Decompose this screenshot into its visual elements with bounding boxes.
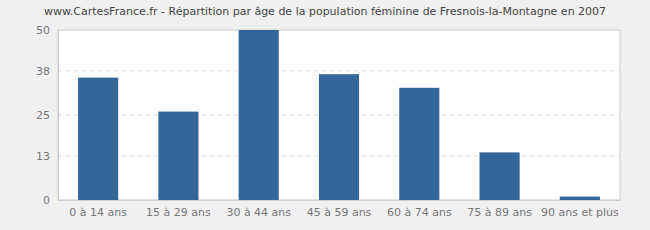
title: www.CartesFrance.fr - Répartition par âg… (44, 5, 606, 18)
x-tick: 90 ans et plus (541, 200, 619, 219)
grid-line (58, 70, 620, 71)
bars (78, 30, 600, 200)
y-tick: 38 (36, 65, 58, 78)
bar (78, 78, 118, 200)
x-tick-label: 60 à 74 ans (387, 206, 452, 219)
y-tick-label: 25 (36, 109, 50, 122)
bar (158, 112, 198, 200)
bar (239, 30, 279, 200)
x-tick-label: 45 à 59 ans (307, 206, 372, 219)
x-axis: 0 à 14 ans 15 à 29 ans 30 à 44 ans 45 à 59 … (59, 200, 621, 219)
y-tick-label: 13 (36, 150, 50, 163)
y-tick-label: 0 (43, 194, 50, 207)
x-tick: 45 à 59 ans (307, 200, 372, 219)
y-tick-label: 38 (36, 65, 50, 78)
x-tick-label: 30 à 44 ans (226, 206, 291, 219)
x-tick: 60 à 74 ans (387, 200, 452, 219)
x-tick: 15 à 29 ans (146, 200, 211, 219)
y-tick: 13 (36, 150, 58, 163)
x-tick: 30 à 44 ans (226, 200, 291, 219)
y-tick: 25 (36, 109, 58, 122)
x-tick-label: 0 à 14 ans (69, 206, 127, 219)
bar (319, 74, 359, 200)
y-tick: 50 (36, 24, 58, 37)
x-tick-label: 90 ans et plus (541, 206, 619, 219)
y-tick-label: 50 (36, 24, 50, 37)
x-axis-line (59, 200, 621, 201)
bar (399, 88, 439, 200)
plot: 0 13 25 38 50 0 à 14 ans 15 à 29 ans 30 à 44 an… (36, 24, 621, 219)
y-axis-line (58, 31, 59, 201)
x-tick: 0 à 14 ans (69, 200, 127, 219)
y-axis: 0 13 25 38 50 (36, 24, 59, 207)
grid-line (58, 30, 620, 31)
background (0, 0, 650, 230)
bar (560, 197, 600, 200)
x-tick-label: 15 à 29 ans (146, 206, 211, 219)
plot-area (58, 30, 620, 200)
bar (480, 152, 520, 200)
chart: www.CartesFrance.fr - Répartition par âg… (0, 0, 650, 230)
x-tick: 75 à 89 ans (467, 200, 532, 219)
x-tick-label: 75 à 89 ans (467, 206, 532, 219)
y-tick: 0 (43, 194, 58, 207)
